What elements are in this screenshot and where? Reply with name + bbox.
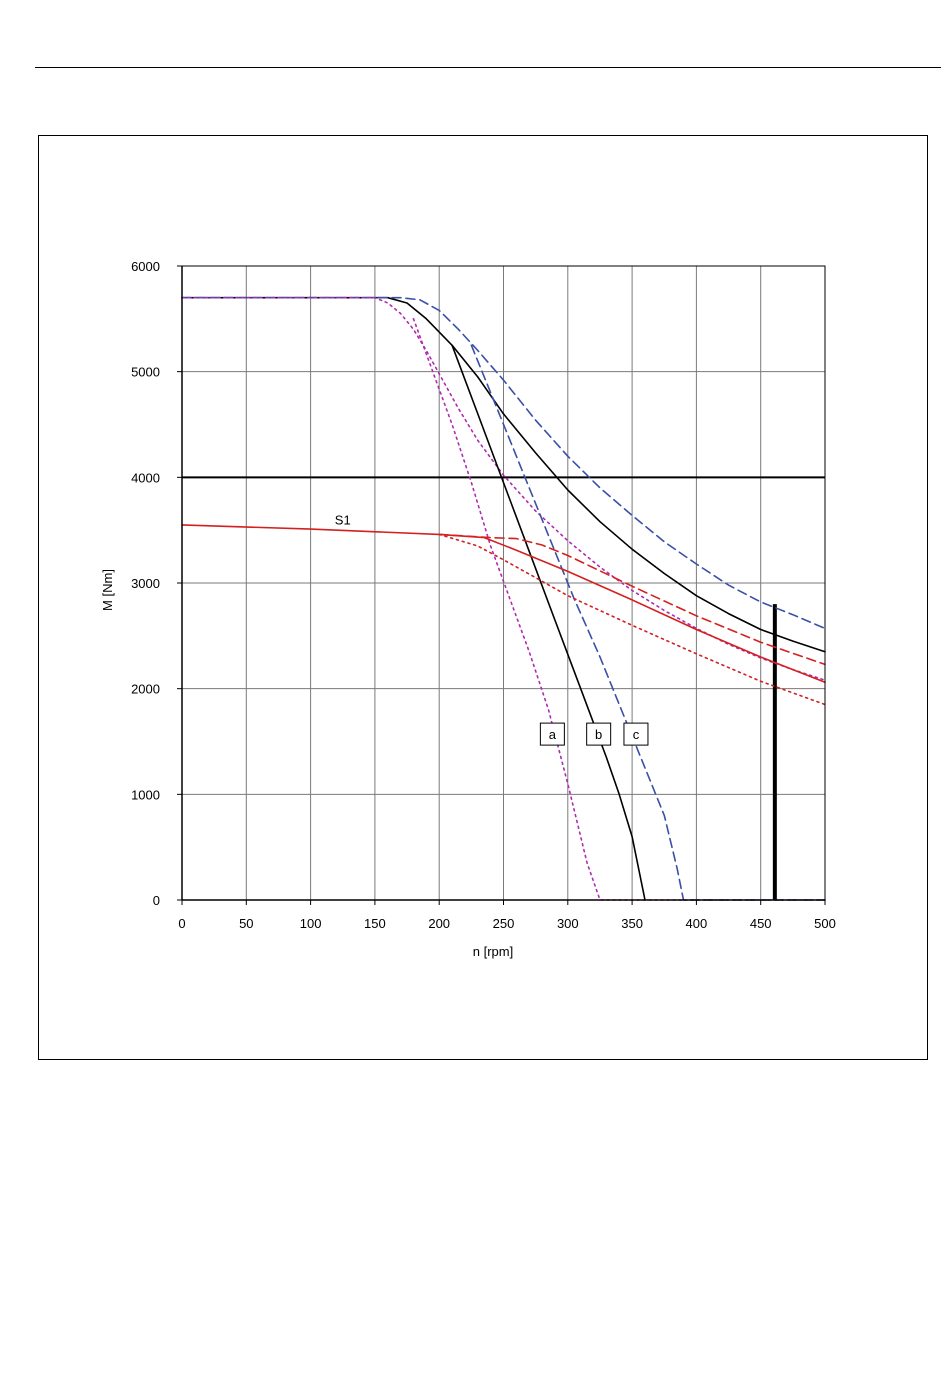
grid xyxy=(181,265,826,901)
series-line xyxy=(412,317,826,901)
curve-label-box xyxy=(623,722,649,746)
x-tick-label: 150 xyxy=(364,916,386,931)
curve-label: S1 xyxy=(335,513,351,528)
chart-frame xyxy=(38,135,928,1060)
series-line xyxy=(181,296,826,630)
y-tick-label: 3000 xyxy=(131,576,160,591)
y-tick-label: 0 xyxy=(153,893,160,908)
y-tick-label: 4000 xyxy=(131,470,160,485)
x-axis-label: n [rpm] xyxy=(473,944,513,959)
series-line xyxy=(451,344,646,901)
series-line xyxy=(438,533,826,666)
header-rule xyxy=(35,67,941,68)
series-line xyxy=(181,524,826,684)
y-axis-label: M [Nm] xyxy=(100,569,115,611)
x-tick-label: 200 xyxy=(428,916,450,931)
x-tick-label: 400 xyxy=(686,916,708,931)
x-tick-label: 50 xyxy=(239,916,253,931)
curve-label: c xyxy=(633,727,640,742)
y-tick-label: 6000 xyxy=(131,259,160,274)
reference-lines xyxy=(182,476,825,900)
annotations: S1 a b c xyxy=(335,513,649,746)
curve-label: b xyxy=(595,727,602,742)
y-tick-label: 1000 xyxy=(131,787,160,802)
x-tick-label: 0 xyxy=(178,916,185,931)
series-line xyxy=(181,296,826,682)
series-line xyxy=(470,344,826,901)
curve-label-box xyxy=(586,722,612,746)
x-tick-label: 250 xyxy=(493,916,515,931)
curve-label-box xyxy=(539,722,565,746)
x-tick-label: 450 xyxy=(750,916,772,931)
axes: 0 50 100 150 200 250 300 350 400 450 5000100020003… xyxy=(131,259,836,931)
series-line xyxy=(181,296,826,653)
y-tick-label: 5000 xyxy=(131,365,160,380)
y-tick-label: 2000 xyxy=(131,682,160,697)
series-line xyxy=(438,533,826,706)
x-tick-label: 100 xyxy=(300,916,322,931)
x-tick-label: 300 xyxy=(557,916,579,931)
x-tick-label: 350 xyxy=(621,916,643,931)
x-tick-label: 500 xyxy=(814,916,836,931)
curve-label: a xyxy=(549,727,557,742)
series-lines xyxy=(181,296,826,901)
